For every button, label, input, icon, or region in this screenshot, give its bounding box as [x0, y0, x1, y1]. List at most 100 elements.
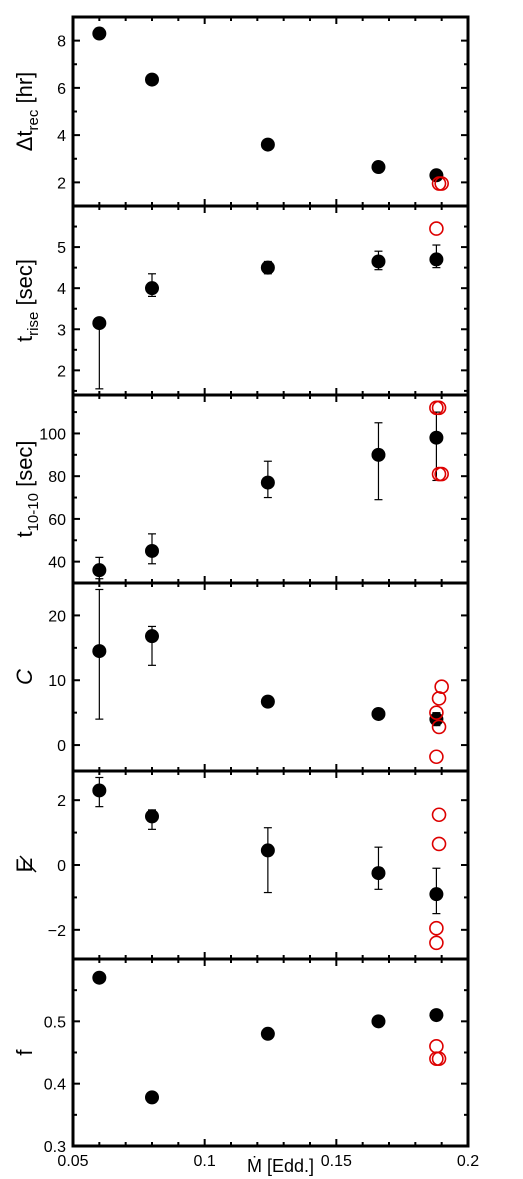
- y-axis-label-base: t: [12, 531, 37, 537]
- panel-slash: −2 0 2 E: [12, 769, 470, 961]
- y-axis-label-strike: [19, 855, 37, 873]
- y-tick-label: 2: [57, 175, 66, 192]
- data-point-filled: [92, 644, 107, 659]
- x-tick-label: 0.05: [57, 1153, 88, 1170]
- data-point-open: [434, 679, 449, 695]
- data-point-open: [429, 935, 444, 951]
- y-axis-label-sub: rise: [25, 312, 42, 336]
- y-axis-label-unit: [hr]: [12, 72, 37, 110]
- data-point-open: [431, 691, 447, 706]
- data-point-filled: [92, 563, 107, 578]
- y-axis-label: C: [12, 669, 37, 685]
- data-point-open: [429, 920, 444, 936]
- y-axis-label: Δtrec [hr]: [12, 72, 42, 152]
- data-point-filled: [92, 26, 107, 41]
- data-point-filled: [260, 475, 275, 490]
- y-tick-label: 0.4: [44, 1077, 66, 1094]
- data-point-filled: [371, 254, 386, 269]
- data-point-filled: [92, 783, 107, 798]
- y-axis-label-base: t: [12, 336, 37, 342]
- panel-frame: [71, 769, 470, 961]
- y-tick-label: 0: [57, 858, 66, 875]
- y-tick-label: 100: [39, 426, 66, 443]
- y-axis-label-base: C: [12, 669, 37, 685]
- y-tick-label: 6: [57, 81, 66, 98]
- y-axis-label-unit: [sec]: [12, 259, 37, 312]
- y-tick-label: 5: [57, 240, 66, 257]
- y-tick-label: 4: [57, 128, 66, 145]
- x-axis-label: Ṁ [Edd.]: [247, 1156, 314, 1176]
- data-point-open: [429, 749, 444, 765]
- y-tick-label: 3: [57, 322, 66, 339]
- data-point-open: [431, 400, 447, 416]
- y-tick-label: 0.5: [44, 1014, 66, 1031]
- data-point-filled: [429, 1008, 444, 1023]
- y-axis-label: E: [12, 858, 37, 873]
- y-tick-label: 0: [57, 738, 66, 755]
- x-tick-label: 0.15: [321, 1153, 352, 1170]
- y-tick-label: 80: [48, 469, 66, 486]
- data-point-filled: [145, 543, 159, 558]
- y-tick-label: 2: [57, 793, 66, 810]
- y-axis-label-base: f: [12, 1049, 37, 1056]
- data-point-open: [434, 176, 449, 191]
- y-axis-label-sub: rec: [25, 109, 42, 130]
- data-point-filled: [429, 430, 444, 445]
- data-point-filled: [429, 168, 444, 183]
- data-point-filled: [92, 316, 107, 331]
- y-tick-label: 2: [57, 363, 66, 380]
- y-axis-label-base: E: [12, 858, 37, 873]
- y-axis-label-base: Δt: [12, 130, 37, 151]
- data-point-filled: [145, 629, 159, 644]
- data-point-open: [431, 719, 447, 735]
- data-point-filled: [429, 887, 444, 902]
- data-point-filled: [260, 1026, 275, 1041]
- data-point-filled: [371, 160, 386, 175]
- y-tick-label: 0.3: [44, 1139, 66, 1156]
- panel-frame: [71, 15, 470, 208]
- y-axis-label: trise [sec]: [12, 259, 42, 342]
- y-tick-label: 8: [57, 34, 66, 51]
- data-point-open: [434, 466, 449, 482]
- panel-frame: [71, 204, 470, 397]
- data-point-filled: [429, 252, 444, 267]
- panel-C: 0 10 20 C: [12, 581, 470, 773]
- y-axis-label-sub: 10-10: [25, 493, 42, 531]
- y-axis-label: t10-10 [sec]: [12, 440, 42, 537]
- data-point-filled: [260, 843, 275, 858]
- y-tick-label: 60: [48, 512, 66, 529]
- panel-dtrec: 2 4 6 8 Δtrec [hr]: [12, 15, 470, 208]
- panel-frame: [71, 957, 470, 1148]
- data-point-filled: [260, 694, 275, 709]
- panel-trise: 2 3 4 5 trise [sec]: [12, 204, 470, 397]
- panel-frame: [71, 581, 470, 773]
- data-point-filled: [260, 137, 275, 152]
- x-tick-label: 0.2: [457, 1153, 479, 1170]
- x-tick-label: 0.1: [194, 1153, 216, 1170]
- data-point-filled: [260, 260, 275, 275]
- y-tick-label: −2: [48, 923, 66, 940]
- y-tick-label: 4: [57, 281, 66, 298]
- panel-f: 0.3 0.4 0.5 f: [12, 957, 470, 1156]
- data-point-filled: [371, 1014, 386, 1029]
- y-tick-label: 10: [48, 673, 66, 690]
- data-point-filled: [145, 1090, 159, 1105]
- data-point-filled: [371, 866, 386, 881]
- y-tick-label: 40: [48, 555, 66, 572]
- data-point-open: [431, 807, 447, 823]
- y-axis-label-unit: [sec]: [12, 440, 37, 493]
- data-point-filled: [145, 809, 159, 824]
- data-point-open: [431, 836, 447, 852]
- data-point-filled: [92, 970, 107, 985]
- data-point-open: [429, 705, 444, 720]
- data-point-filled: [371, 706, 386, 721]
- data-point-open: [431, 1051, 447, 1067]
- y-axis-label: f: [12, 1049, 37, 1056]
- data-point-filled: [371, 447, 386, 462]
- y-tick-label: 20: [48, 608, 66, 625]
- data-point-open: [429, 221, 444, 236]
- data-point-filled: [145, 281, 159, 296]
- data-point-filled: [145, 72, 159, 87]
